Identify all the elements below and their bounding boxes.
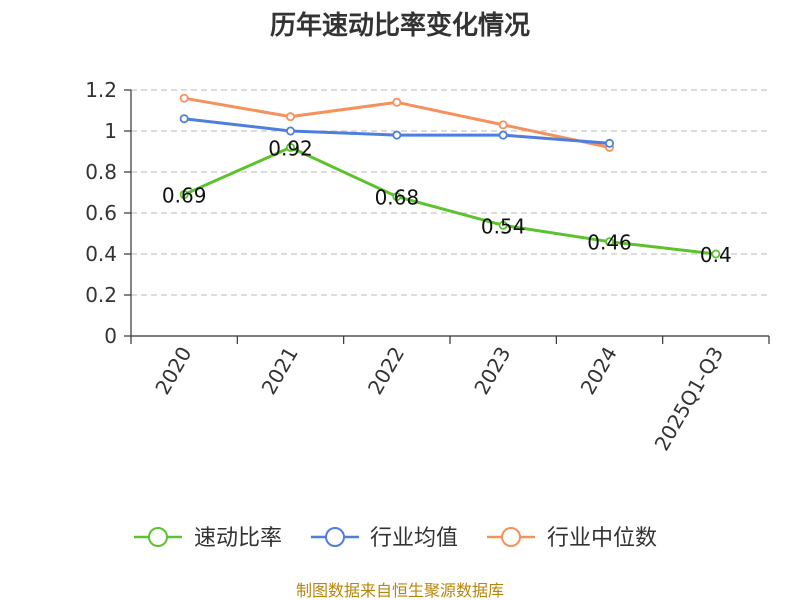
data-point — [285, 142, 295, 152]
data-label: 0.46 — [587, 231, 632, 255]
y-tick-label: 1 — [104, 119, 117, 143]
x-tick-label: 2025Q1-Q3 — [649, 343, 728, 455]
y-tick-label: 0.4 — [85, 242, 117, 266]
data-point — [392, 192, 402, 202]
x-tick-label: 2021 — [257, 343, 303, 399]
x-tick-label: 2020 — [150, 343, 196, 399]
data-point — [605, 237, 615, 247]
data-labels: 0.69 0.92 0.68 0.54 0.46 0.4 — [162, 136, 732, 267]
y-tick-label: 0.2 — [85, 283, 117, 307]
x-tick-label: 2024 — [576, 343, 622, 399]
x-tick-label: 2023 — [469, 342, 515, 398]
legend-label: 行业均值 — [370, 526, 458, 551]
data-label: 0.4 — [700, 243, 732, 267]
source-note: 制图数据来自恒生聚源数据库 — [296, 581, 504, 600]
series-group — [179, 93, 721, 259]
data-point — [179, 190, 189, 200]
data-point — [605, 138, 615, 148]
legend[interactable]: 速动比率 行业均值 行业中位数 — [134, 526, 657, 551]
legend-item-0[interactable]: 速动比率 — [134, 526, 282, 551]
legend-item-2[interactable]: 行业中位数 — [487, 526, 657, 551]
data-label: 0.68 — [375, 186, 420, 210]
data-label: 0.69 — [162, 184, 207, 208]
data-point — [179, 93, 189, 103]
legend-label: 速动比率 — [194, 526, 282, 551]
x-tick-label: 2022 — [363, 343, 409, 399]
legend-marker — [501, 527, 521, 547]
chart-title: 历年速动比率变化情况 — [270, 10, 530, 41]
y-tick-label: 1.2 — [85, 78, 117, 102]
legend-marker — [325, 527, 345, 547]
y-tick-label: 0.6 — [85, 201, 117, 225]
data-point — [285, 126, 295, 136]
data-point — [392, 130, 402, 140]
series-line-0 — [183, 145, 717, 256]
data-point — [498, 130, 508, 140]
data-point — [498, 120, 508, 130]
legend-item-1[interactable]: 行业均值 — [311, 526, 458, 551]
y-tick-label: 0.8 — [85, 160, 117, 184]
data-label: 0.54 — [481, 214, 526, 238]
y-tick-label: 0 — [104, 324, 117, 348]
data-label: 0.92 — [268, 136, 313, 160]
data-point — [711, 249, 721, 259]
legend-label: 行业中位数 — [547, 526, 657, 551]
data-point — [285, 112, 295, 122]
data-point — [179, 114, 189, 124]
legend-marker — [148, 527, 168, 547]
data-point — [498, 220, 508, 230]
grid-lines — [131, 89, 769, 296]
data-point — [392, 97, 402, 107]
